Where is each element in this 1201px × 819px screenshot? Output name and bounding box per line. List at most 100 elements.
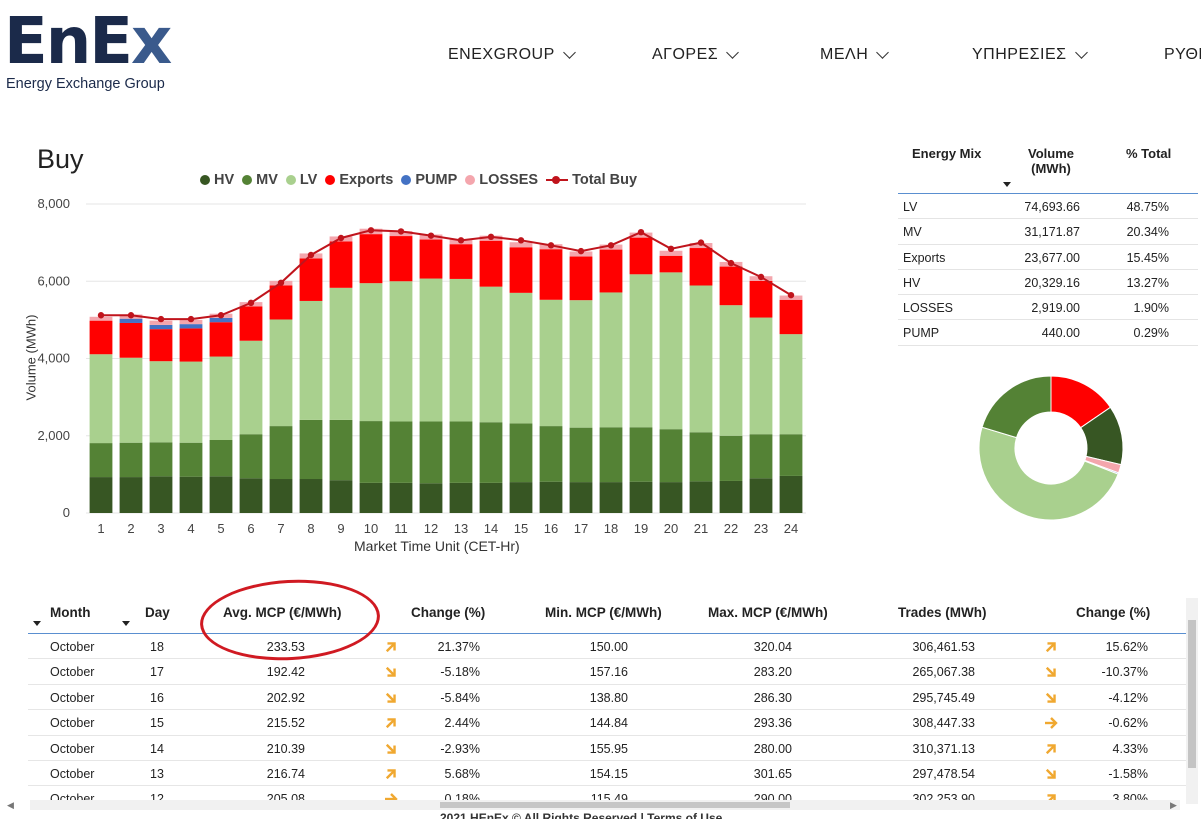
bar-segment-lv[interactable] xyxy=(479,286,503,423)
total-buy-point[interactable] xyxy=(307,251,315,259)
energy-mix-row[interactable]: PUMP 440.00 0.29% xyxy=(898,320,1198,346)
bar-segment-mv[interactable] xyxy=(119,442,143,478)
total-buy-point[interactable] xyxy=(397,228,405,235)
energy-mix-row[interactable]: LV 74,693.66 48.75% xyxy=(898,194,1198,220)
legend-item-pump[interactable]: PUMP xyxy=(401,172,457,188)
bar-segment-hv[interactable] xyxy=(239,478,263,513)
bar-segment-mv[interactable] xyxy=(509,423,533,483)
nav-item-enexgroup[interactable]: ENEXGROUP xyxy=(448,46,576,64)
bar-segment-mv[interactable] xyxy=(539,426,563,482)
bar-segment-exports[interactable] xyxy=(149,329,173,362)
table-row[interactable]: October 18 233.53 21.37% 150.00 320.04 306,461… xyxy=(28,634,1188,660)
column-header-month[interactable]: Month xyxy=(50,605,91,620)
total-buy-point[interactable] xyxy=(277,279,285,286)
bar-segment-hv[interactable] xyxy=(629,481,653,513)
bar-segment-mv[interactable] xyxy=(389,421,413,483)
total-buy-point[interactable] xyxy=(427,232,435,239)
enex-logo[interactable]: EnEx Energy Exchange Group xyxy=(4,10,179,100)
legend-item-exports[interactable]: Exports xyxy=(325,172,393,188)
total-buy-point[interactable] xyxy=(577,247,585,255)
total-buy-point[interactable] xyxy=(757,273,765,281)
bar-segment-exports[interactable] xyxy=(119,322,143,358)
bar-segment-lv[interactable] xyxy=(239,340,263,435)
total-buy-point[interactable] xyxy=(367,227,375,234)
table-row[interactable]: October 13 216.74 5.68% 154.15 301.65 297,478.… xyxy=(28,761,1188,787)
bar-segment-exports[interactable] xyxy=(359,234,383,284)
bar-segment-exports[interactable] xyxy=(719,266,743,306)
bar-segment-losses[interactable] xyxy=(89,316,113,321)
bar-segment-exports[interactable] xyxy=(209,322,233,357)
bar-segment-exports[interactable] xyxy=(179,328,203,362)
total-buy-point[interactable] xyxy=(127,312,135,319)
bar-segment-lv[interactable] xyxy=(209,356,233,440)
bar-segment-lv[interactable] xyxy=(719,305,743,436)
bar-segment-exports[interactable] xyxy=(239,306,263,341)
bar-segment-hv[interactable] xyxy=(479,482,503,513)
table-row[interactable]: October 17 192.42 -5.18% 157.16 283.20 265,067… xyxy=(28,659,1188,685)
bar-segment-hv[interactable] xyxy=(689,481,713,513)
bar-segment-lv[interactable] xyxy=(419,278,443,422)
bar-segment-hv[interactable] xyxy=(779,475,803,513)
total-buy-point[interactable] xyxy=(157,315,165,323)
bar-segment-lv[interactable] xyxy=(449,278,473,422)
energy-mix-row[interactable]: Exports 23,677.00 15.45% xyxy=(898,245,1198,270)
bar-segment-pump[interactable] xyxy=(179,324,203,329)
bar-segment-lv[interactable] xyxy=(359,283,383,422)
bar-segment-lv[interactable] xyxy=(89,354,113,444)
bar-segment-pump[interactable] xyxy=(119,318,143,323)
bar-segment-hv[interactable] xyxy=(209,476,233,513)
bar-segment-lv[interactable] xyxy=(569,300,593,428)
bar-segment-hv[interactable] xyxy=(119,477,143,513)
bar-segment-mv[interactable] xyxy=(179,442,203,477)
nav-item-members[interactable]: ΜΕΛΗ xyxy=(820,46,890,64)
total-buy-point[interactable] xyxy=(607,242,615,249)
bar-segment-exports[interactable] xyxy=(629,237,653,275)
bar-segment-exports[interactable] xyxy=(779,299,803,335)
bar-segment-hv[interactable] xyxy=(569,482,593,513)
column-header-volume[interactable]: Volume (MWh) xyxy=(1028,146,1074,176)
bar-segment-losses[interactable] xyxy=(659,250,683,256)
bar-segment-lv[interactable] xyxy=(119,357,143,443)
bar-segment-exports[interactable] xyxy=(749,280,773,318)
column-header-max-mcp[interactable]: Max. MCP (€/MWh) xyxy=(708,605,828,620)
legend-item-lv[interactable]: LV xyxy=(285,172,317,188)
bar-segment-mv[interactable] xyxy=(419,421,443,484)
legend-item-hv[interactable]: HV xyxy=(200,172,234,188)
bar-segment-mv[interactable] xyxy=(359,421,383,483)
bar-segment-lv[interactable] xyxy=(599,292,623,428)
nav-item-services[interactable]: ΥΠΗΡΕΣΙΕΣ xyxy=(972,46,1088,64)
bar-segment-exports[interactable] xyxy=(479,240,503,287)
bar-segment-mv[interactable] xyxy=(239,434,263,479)
bar-segment-losses[interactable] xyxy=(149,320,173,325)
bar-segment-hv[interactable] xyxy=(449,482,473,513)
scrollbar-thumb[interactable] xyxy=(1188,620,1196,768)
total-buy-point[interactable] xyxy=(337,234,345,242)
donut-slice-mv[interactable] xyxy=(981,375,1052,439)
bar-segment-mv[interactable] xyxy=(629,427,653,482)
bar-segment-mv[interactable] xyxy=(269,426,293,480)
bar-segment-exports[interactable] xyxy=(269,285,293,320)
total-buy-point[interactable] xyxy=(187,315,195,323)
bar-segment-lv[interactable] xyxy=(509,292,533,424)
bar-segment-lv[interactable] xyxy=(779,334,803,435)
energy-mix-row[interactable]: HV 20,329.16 13.27% xyxy=(898,270,1198,296)
bar-segment-hv[interactable] xyxy=(599,482,623,513)
bar-segment-lv[interactable] xyxy=(629,274,653,428)
bar-segment-hv[interactable] xyxy=(749,478,773,513)
column-header-energy-mix[interactable]: Energy Mix xyxy=(912,146,982,161)
bar-segment-losses[interactable] xyxy=(509,242,533,248)
bar-segment-mv[interactable] xyxy=(149,442,173,477)
bar-segment-hv[interactable] xyxy=(269,479,293,513)
total-buy-point[interactable] xyxy=(697,239,705,246)
total-buy-point[interactable] xyxy=(547,242,555,249)
total-buy-point[interactable] xyxy=(247,299,255,307)
bar-segment-hv[interactable] xyxy=(539,481,563,513)
bar-segment-lv[interactable] xyxy=(179,361,203,443)
bar-segment-lv[interactable] xyxy=(149,361,173,443)
bar-segment-lv[interactable] xyxy=(389,281,413,422)
bar-segment-mv[interactable] xyxy=(89,443,113,478)
bar-segment-hv[interactable] xyxy=(89,477,113,513)
bar-segment-mv[interactable] xyxy=(779,434,803,476)
bar-segment-hv[interactable] xyxy=(149,476,173,513)
nav-item-regulation[interactable]: ΡΥΘΜ xyxy=(1164,46,1201,64)
